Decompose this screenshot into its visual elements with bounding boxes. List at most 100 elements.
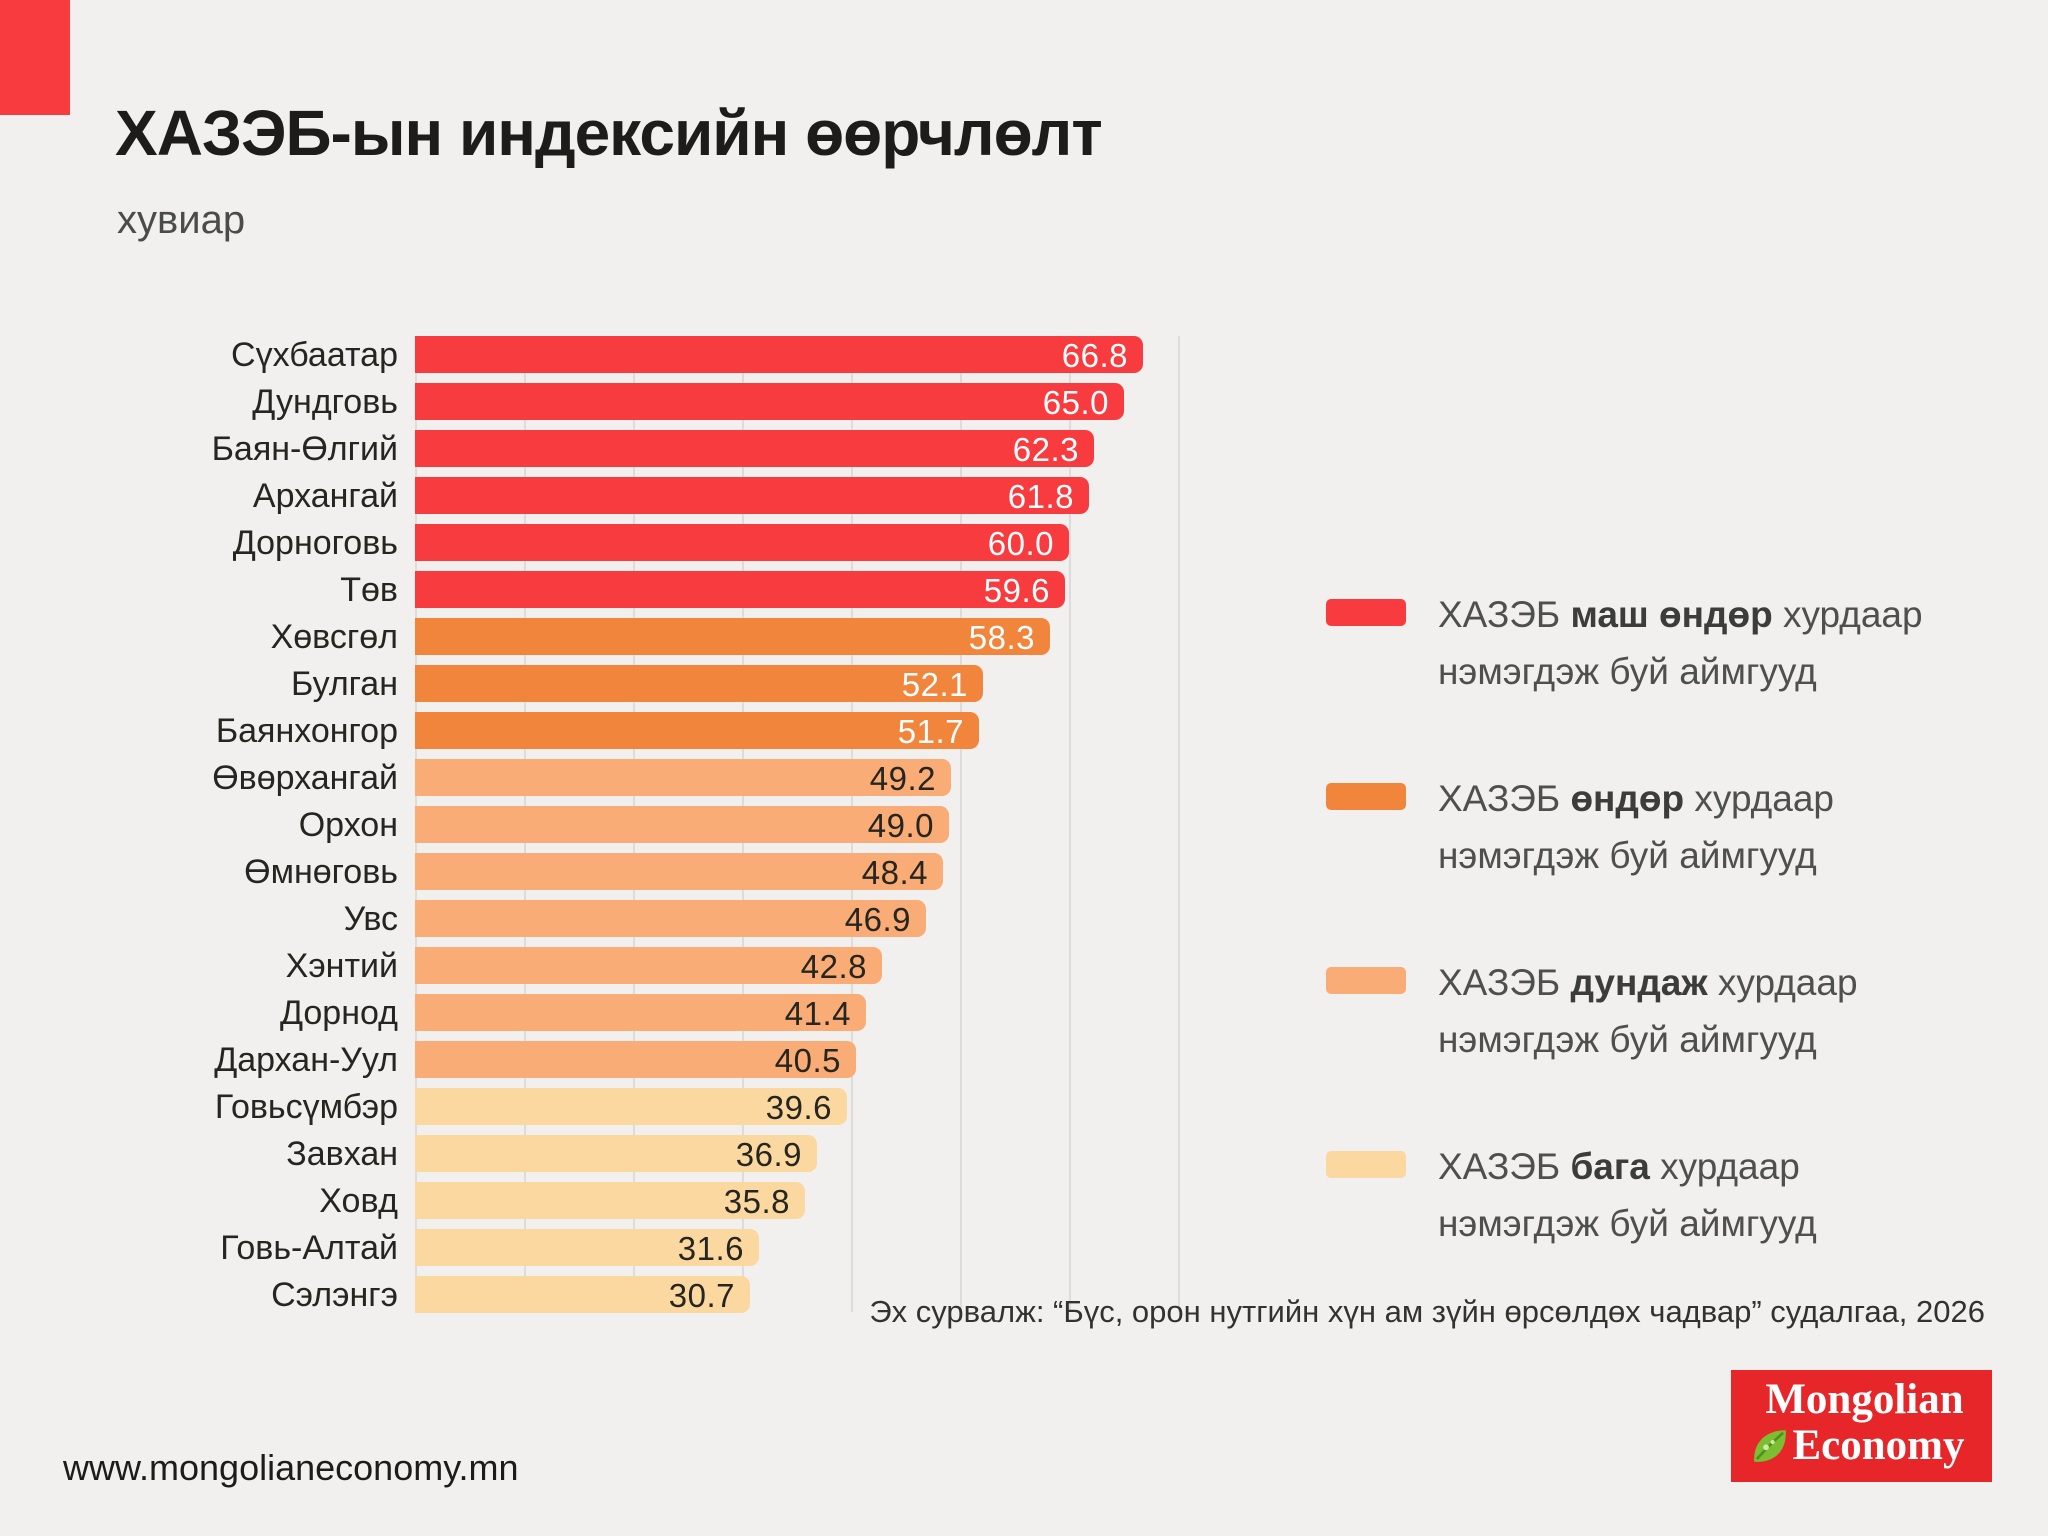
bar-value-label: 58.3 [968,619,1035,656]
bar: 42.8 [415,947,882,985]
logo-line2-text: Economy [1792,1422,1965,1469]
bar-value-label: 48.4 [861,854,928,891]
bar-value-label: 39.6 [765,1089,832,1126]
bar-value-label: 60.0 [987,525,1054,562]
source-note: Эх сурвалж: “Бүс, орон нутгийн хүн ам зү… [869,1294,1985,1329]
bar: 31.6 [415,1229,759,1267]
bar-value-label: 30.7 [668,1277,735,1314]
bar: 59.6 [415,571,1065,609]
bar-row: Баян-Өлгий 62.3 [0,430,2048,468]
bar: 65.0 [415,383,1124,421]
legend-item: ХАЗЭБ маш өндөр хурдаар нэмэгдэж буй аймг… [1326,586,1923,700]
legend-swatch [1326,783,1406,810]
bar-label: Говь-Алтай [220,1229,398,1267]
page-subtitle: хувиар [117,198,246,242]
bar-label: Төв [340,571,398,609]
bar-value-label: 66.8 [1061,337,1128,374]
bar-label: Хөвсгөл [270,618,398,656]
bar-value-label: 31.6 [677,1230,744,1267]
bar-label: Дорнод [279,994,398,1032]
gridline [960,336,962,1312]
bar-row: Өвөрхангай 49.2 [0,759,2048,797]
page-title: ХАЗЭБ-ын индексийн өөрчлөлт [115,97,1103,169]
bar: 61.8 [415,477,1089,515]
bar: 40.5 [415,1041,856,1079]
bar-label: Говьсүмбэр [214,1088,398,1126]
bar: 62.3 [415,430,1094,468]
bar-row: Сэлэнгэ 30.7 [0,1276,2048,1314]
leaf-icon [1753,1430,1786,1462]
bar: 36.9 [415,1135,817,1173]
bar-label: Өвөрхангай [212,759,398,797]
bar-label: Дархан-Уул [214,1041,398,1079]
bar: 51.7 [415,712,979,750]
bar-row: Завхан 36.9 [0,1135,2048,1173]
bar: 39.6 [415,1088,847,1126]
bar-row: Говь-Алтай 31.6 [0,1229,2048,1267]
bar-row: Говьсүмбэр 39.6 [0,1088,2048,1126]
bar-row: Увс 46.9 [0,900,2048,938]
legend-swatch [1326,1151,1406,1178]
gridline [1178,336,1180,1312]
bar-row: Дорноговь 60.0 [0,524,2048,562]
bar: 49.0 [415,806,949,844]
bar-value-label: 59.6 [983,572,1050,609]
bar: 60.0 [415,524,1069,562]
website-url: www.mongolianeconomy.mn [63,1447,519,1488]
bar-label: Увс [343,900,398,938]
bar: 46.9 [415,900,926,938]
bar-label: Ховд [319,1182,398,1220]
bar-label: Өмнөговь [244,853,398,891]
bar-label: Баянхонгор [215,712,398,750]
legend-item: ХАЗЭБ өндөр хурдаар нэмэгдэж буй аймгууд [1326,770,1834,884]
bar-label: Хэнтий [285,947,398,985]
bar-row: Баянхонгор 51.7 [0,712,2048,750]
bar-label: Сэлэнгэ [271,1276,398,1314]
accent-block [0,0,70,115]
bar-row: Орхон 49.0 [0,806,2048,844]
bar-row: Булган 52.1 [0,665,2048,703]
logo-line1: Mongolian [1765,1376,1964,1423]
legend-item: ХАЗЭБ бага хурдаар нэмэгдэж буй аймгууд [1326,1138,1817,1252]
bar-value-label: 41.4 [784,995,851,1032]
bar: 58.3 [415,618,1050,656]
bar: 49.2 [415,759,951,797]
bar: 48.4 [415,853,943,891]
bar-value-label: 35.8 [723,1183,790,1220]
bar-row: Ховд 35.8 [0,1182,2048,1220]
bar-label: Орхон [298,806,398,844]
bar-value-label: 49.0 [867,807,934,844]
bar-chart: Сүхбаатар 66.8 Дундговь 65.0 Баян-Өлгий 62.3 А… [0,336,2048,1316]
bar-row: Хөвсгөл 58.3 [0,618,2048,656]
bar-value-label: 42.8 [800,948,867,985]
bar: 35.8 [415,1182,805,1220]
bar: 52.1 [415,665,983,703]
bar-label: Баян-Өлгий [211,430,398,468]
bar-label: Завхан [286,1135,398,1173]
bar: 30.7 [415,1276,750,1314]
bar-label: Дундговь [252,383,398,421]
bar-row: Төв 59.6 [0,571,2048,609]
bar: 66.8 [415,336,1143,374]
bar-label: Дорноговь [232,524,398,562]
bar-value-label: 61.8 [1007,478,1074,515]
bar-row: Сүхбаатар 66.8 [0,336,2048,374]
bar-value-label: 36.9 [735,1136,802,1173]
bar-value-label: 51.7 [897,713,964,750]
bar-value-label: 49.2 [869,760,936,797]
bar-row: Архангай 61.8 [0,477,2048,515]
bar-label: Сүхбаатар [231,336,398,374]
bar-label: Булган [291,665,398,703]
bar: 41.4 [415,994,866,1032]
gridline [1069,336,1071,1312]
bar-value-label: 52.1 [901,666,968,703]
legend-label: ХАЗЭБ дундаж хурдаар нэмэгдэж буй аймгууд [1438,962,1858,1060]
publisher-logo: Mongolian Economy [1731,1370,1992,1482]
legend-swatch [1326,967,1406,994]
bar-row: Өмнөговь 48.4 [0,853,2048,891]
legend-label: ХАЗЭБ бага хурдаар нэмэгдэж буй аймгууд [1438,1146,1817,1244]
legend-label: ХАЗЭБ өндөр хурдаар нэмэгдэж буй аймгууд [1438,778,1835,876]
bar-label: Архангай [252,477,398,515]
legend-swatch [1326,599,1406,626]
